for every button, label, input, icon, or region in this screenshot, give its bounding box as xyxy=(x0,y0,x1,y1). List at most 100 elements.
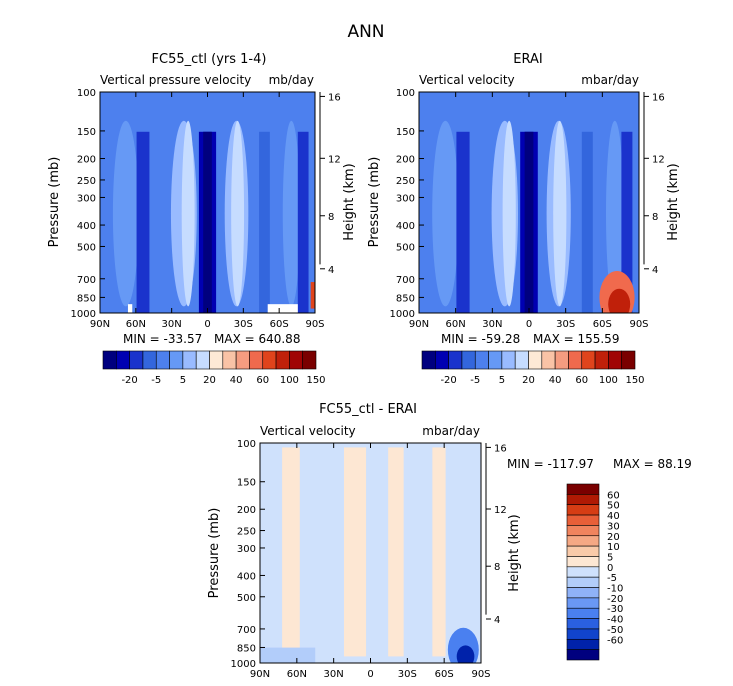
y-tick-label: 100 xyxy=(237,439,256,450)
x-tick-label: 90S xyxy=(471,669,490,680)
x-tick-label: 0 xyxy=(204,319,210,330)
colorbar-label: -40 xyxy=(607,615,623,626)
y-tick-label: 400 xyxy=(77,221,96,232)
colorbar-label: -5 xyxy=(470,375,480,386)
colorbar-swatch xyxy=(249,350,264,370)
panel-erai-ylabel-right: Height (km) xyxy=(666,163,681,240)
colorbar-swatch xyxy=(235,350,250,370)
height-tick-label: 4 xyxy=(328,265,334,276)
field-band xyxy=(343,447,367,657)
colorbar-label: -20 xyxy=(440,375,456,386)
x-tick-label: 30S xyxy=(398,669,417,680)
colorbar-swatch xyxy=(594,350,609,370)
colorbar-swatch xyxy=(488,350,503,370)
x-tick-label: 60N xyxy=(126,319,146,330)
colorbar-swatch xyxy=(142,350,157,370)
x-tick-label: 90N xyxy=(90,319,110,330)
y-tick-label: 150 xyxy=(396,127,415,138)
height-tick-label: 16 xyxy=(494,443,507,454)
y-tick-label: 250 xyxy=(396,176,415,187)
height-tick-label: 16 xyxy=(652,92,665,103)
y-tick-label: 300 xyxy=(396,193,415,204)
field-negative-patch xyxy=(260,647,316,663)
y-tick-label: 200 xyxy=(77,155,96,166)
panel-fc55-field xyxy=(100,92,315,313)
panel-erai-subtitle-right: mbar/day xyxy=(581,73,639,87)
panel-fc55-subtitle-left: Vertical pressure velocity xyxy=(100,73,251,87)
y-tick-label: 150 xyxy=(77,127,96,138)
colorbar-swatch xyxy=(566,587,600,599)
colorbar-label: 30 xyxy=(607,521,620,532)
colorbar-label: 40 xyxy=(230,375,243,386)
colorbar-swatch xyxy=(102,350,117,370)
colorbar-label: 60 xyxy=(607,490,620,501)
colorbar-label: 60 xyxy=(256,375,269,386)
panel-fc55-colorbar: -20 -5 5 20 40 60 100 150 xyxy=(102,350,326,386)
colorbar-swatch xyxy=(566,525,600,537)
field-mask xyxy=(267,304,298,313)
field-band xyxy=(432,447,446,657)
panel-fc55-ylabel: Pressure (mb) xyxy=(47,157,62,248)
colorbar-label: 50 xyxy=(607,501,620,512)
field-positive-patch xyxy=(608,288,631,313)
field-band xyxy=(136,131,150,313)
panel-fc55-subtitle-right: mb/day xyxy=(269,73,314,87)
colorbar-swatch xyxy=(566,494,600,506)
colorbar-label: 0 xyxy=(607,563,613,574)
height-tick-label: 16 xyxy=(328,92,341,103)
colorbar-label: 10 xyxy=(607,542,620,553)
panel-erai-title: ERAI xyxy=(513,52,542,67)
panel-diff-plot: 90N 60N 30N 0 30S 60S 90S 100 150 200 250 300 400 500… xyxy=(231,439,507,680)
colorbar-swatch xyxy=(435,350,449,370)
panel-diff-stat-min: MIN = -117.97 xyxy=(507,457,594,471)
y-tick-label: 400 xyxy=(396,221,415,232)
x-tick-label: 60S xyxy=(435,669,454,680)
colorbar-label: 20 xyxy=(522,375,535,386)
y-tick-label: 100 xyxy=(396,88,415,99)
colorbar-label: -20 xyxy=(607,594,623,605)
height-tick-label: 4 xyxy=(494,615,500,626)
field-band xyxy=(282,447,300,657)
y-tick-label: 700 xyxy=(77,275,96,286)
field-band xyxy=(502,120,516,307)
colorbar-swatch xyxy=(275,350,290,370)
x-tick-label: 30N xyxy=(162,319,182,330)
y-tick-label: 850 xyxy=(396,293,415,304)
field-band xyxy=(581,131,593,313)
y-tick-label: 1000 xyxy=(390,309,415,320)
y-tick-label: 200 xyxy=(237,505,256,516)
colorbar-label: 150 xyxy=(625,375,644,386)
panel-erai-stat-min: MIN = -59.28 xyxy=(441,332,520,346)
colorbar-label: 20 xyxy=(203,375,216,386)
colorbar-swatch xyxy=(621,350,636,370)
panel-fc55-title: FC55_ctl (yrs 1-4) xyxy=(152,52,267,67)
colorbar-label: -60 xyxy=(607,635,623,646)
field-band xyxy=(112,120,139,307)
y-tick-label: 1000 xyxy=(231,659,256,670)
colorbar-swatch xyxy=(209,350,224,370)
y-tick-label: 250 xyxy=(77,176,96,187)
y-tick-label: 1000 xyxy=(71,309,96,320)
panel-fc55-plot: 90N 60N 30N 0 30S 60S 90S 100 150 200 250 300 400 500… xyxy=(71,88,341,330)
colorbar-swatch xyxy=(195,350,210,370)
panel-fc55-ylabel-right: Height (km) xyxy=(342,163,357,240)
height-tick-label: 8 xyxy=(494,562,500,573)
field-negative-patch xyxy=(456,645,475,663)
y-tick-label: 200 xyxy=(396,155,415,166)
y-tick-label: 500 xyxy=(237,593,256,604)
x-tick-label: 0 xyxy=(367,669,373,680)
colorbar-swatch xyxy=(289,350,303,370)
colorbar-label: 60 xyxy=(575,375,588,386)
colorbar-label: -5 xyxy=(607,573,617,584)
x-tick-label: 90S xyxy=(305,319,324,330)
colorbar-swatch xyxy=(566,483,600,495)
colorbar-swatch xyxy=(461,350,476,370)
colorbar-swatch xyxy=(566,607,600,619)
field-band xyxy=(282,120,300,307)
panel-diff: FC55_ctl - ERAI Vertical velocity mbar/d… xyxy=(207,402,692,680)
field-band xyxy=(231,120,245,307)
colorbar-swatch xyxy=(566,576,600,588)
x-tick-label: 60S xyxy=(593,319,612,330)
colorbar-swatch xyxy=(566,566,600,578)
colorbar-label: -20 xyxy=(121,375,137,386)
